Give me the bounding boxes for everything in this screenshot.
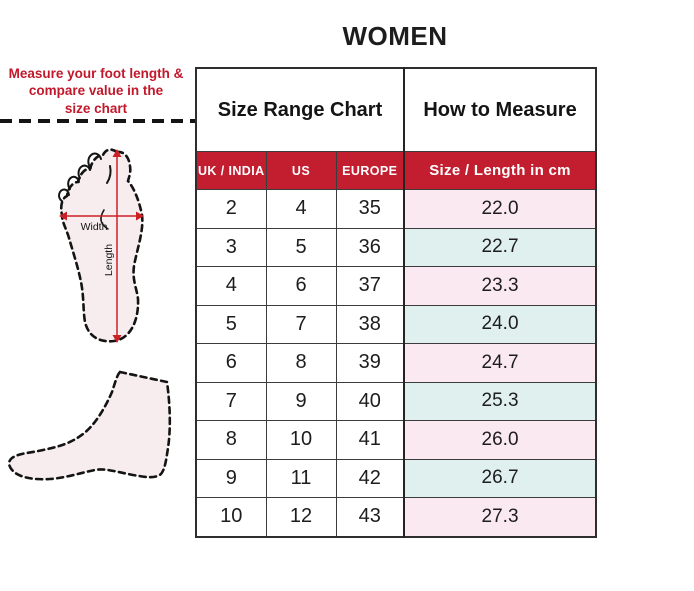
- column-header-uk-india: UK / INDIA: [195, 151, 267, 190]
- cell-uk-india: 9: [195, 458, 267, 498]
- cell-uk-india: 4: [195, 266, 267, 306]
- length-label: Length: [103, 244, 115, 276]
- cell-us: 9: [265, 381, 337, 421]
- column-header-length-cm: Size / Length in cm: [403, 151, 597, 190]
- footprint-illustration: Width Length: [58, 148, 144, 343]
- toe-curl-icon: [77, 164, 91, 179]
- table-row: 10 12 43 27.3: [195, 497, 597, 537]
- arrow-left-icon: [59, 211, 67, 221]
- cell-length-cm: 22.7: [403, 227, 597, 267]
- page-title: WOMEN: [342, 21, 448, 51]
- table-row: 5 7 38 24.0: [195, 304, 597, 344]
- instruction-text: Measure your foot length & compare value…: [8, 66, 184, 116]
- column-header-europe: EUROPE: [335, 151, 405, 190]
- table-row: 2 4 35 22.0: [195, 189, 597, 229]
- cell-us: 5: [265, 227, 337, 267]
- table-row: 6 8 39 24.7: [195, 343, 597, 383]
- cell-europe: 39: [335, 343, 405, 383]
- arrow-right-icon: [136, 211, 144, 221]
- cell-europe: 36: [335, 227, 405, 267]
- cell-uk-india: 2: [195, 189, 267, 229]
- dashed-separator: [0, 119, 196, 123]
- toe-curl-icon: [87, 152, 102, 169]
- cell-uk-india: 10: [195, 497, 267, 537]
- cell-us: 8: [265, 343, 337, 383]
- table-row: 7 9 40 25.3: [195, 381, 597, 421]
- foot-side-outline: [7, 370, 172, 481]
- table-row: 3 5 36 22.7: [195, 227, 597, 267]
- footprint-outline: [59, 148, 144, 343]
- cell-us: 10: [265, 420, 337, 460]
- section-header-row: Size Range Chart How to Measure: [195, 67, 597, 152]
- table-row: 8 10 41 26.0: [195, 420, 597, 460]
- table-row: 4 6 37 23.3: [195, 266, 597, 306]
- section-header-how-to-measure: How to Measure: [403, 67, 597, 152]
- cell-length-cm: 24.7: [403, 343, 597, 383]
- cell-europe: 35: [335, 189, 405, 229]
- cell-length-cm: 26.0: [403, 420, 597, 460]
- cell-uk-india: 7: [195, 381, 267, 421]
- cell-us: 11: [265, 458, 337, 498]
- cell-length-cm: 24.0: [403, 304, 597, 344]
- cell-us: 12: [265, 497, 337, 537]
- column-header-us: US: [265, 151, 337, 190]
- table-row: 9 11 42 26.7: [195, 458, 597, 498]
- column-header-row: UK / INDIA US EUROPE Size / Length in cm: [195, 151, 597, 190]
- size-chart-table: Size Range Chart How to Measure UK / IND…: [195, 67, 598, 538]
- cell-europe: 42: [335, 458, 405, 498]
- toe-curl-icon: [58, 188, 70, 202]
- cell-us: 6: [265, 266, 337, 306]
- cell-europe: 41: [335, 420, 405, 460]
- foot-side-illustration: [7, 370, 172, 481]
- toe-curl-icon: [67, 175, 80, 190]
- cell-uk-india: 3: [195, 227, 267, 267]
- arrow-down-icon: [112, 335, 122, 343]
- cell-europe: 37: [335, 266, 405, 306]
- cell-europe: 38: [335, 304, 405, 344]
- cell-length-cm: 27.3: [403, 497, 597, 537]
- section-header-size-range: Size Range Chart: [195, 67, 405, 152]
- cell-us: 7: [265, 304, 337, 344]
- cell-europe: 43: [335, 497, 405, 537]
- cell-length-cm: 22.0: [403, 189, 597, 229]
- cell-us: 4: [265, 189, 337, 229]
- cell-length-cm: 23.3: [403, 266, 597, 306]
- cell-europe: 40: [335, 381, 405, 421]
- cell-uk-india: 6: [195, 343, 267, 383]
- width-label: Width: [81, 221, 108, 233]
- arrow-up-icon: [112, 149, 122, 157]
- cell-uk-india: 8: [195, 420, 267, 460]
- foot-crease: [100, 209, 109, 230]
- big-toe-line: [106, 165, 112, 184]
- cell-length-cm: 25.3: [403, 381, 597, 421]
- cell-length-cm: 26.7: [403, 458, 597, 498]
- cell-uk-india: 5: [195, 304, 267, 344]
